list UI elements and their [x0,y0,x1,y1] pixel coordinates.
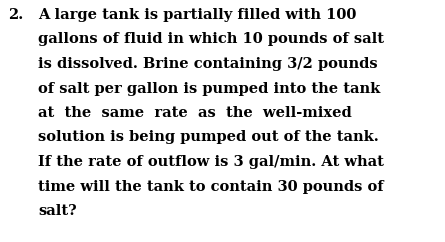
Text: time will the tank to contain 30 pounds of: time will the tank to contain 30 pounds … [38,180,384,194]
Text: A large tank is partially filled with 100: A large tank is partially filled with 10… [38,8,356,22]
Text: of salt per gallon is pumped into the tank: of salt per gallon is pumped into the ta… [38,82,380,96]
Text: gallons of fluid in which 10 pounds of salt: gallons of fluid in which 10 pounds of s… [38,32,384,46]
Text: 2.: 2. [8,8,23,22]
Text: solution is being pumped out of the tank.: solution is being pumped out of the tank… [38,130,379,144]
Text: If the rate of outflow is 3 gal/min. At what: If the rate of outflow is 3 gal/min. At … [38,155,384,169]
Text: at  the  same  rate  as  the  well-mixed: at the same rate as the well-mixed [38,106,352,120]
Text: is dissolved. Brine containing 3/2 pounds: is dissolved. Brine containing 3/2 pound… [38,57,378,71]
Text: salt?: salt? [38,204,77,218]
